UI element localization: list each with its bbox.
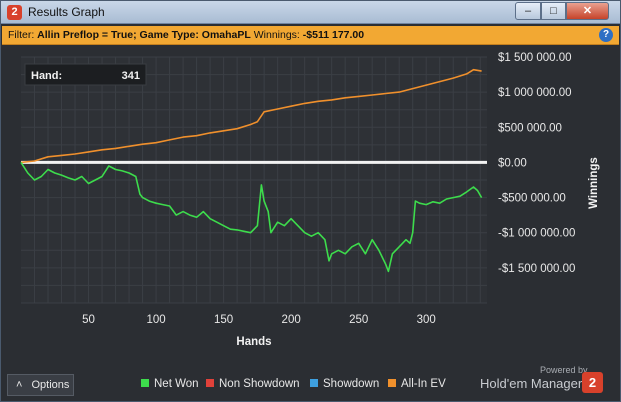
y-tick-label: -$500 000.00 (498, 193, 566, 205)
options-label: Options (31, 379, 70, 391)
legend-swatch-non-showdown (206, 379, 214, 387)
x-tick-label: 100 (146, 314, 165, 326)
legend-all-in-ev[interactable]: All-In EV (388, 378, 446, 390)
legend-label: All-In EV (401, 378, 446, 390)
app-logo-icon: 2 (7, 5, 22, 20)
legend-net-won[interactable]: Net Won (141, 378, 199, 390)
legend-showdown[interactable]: Showdown (310, 378, 379, 390)
options-button[interactable]: ˄ Options (7, 374, 74, 396)
bottom-bar: ˄ Options Net Won Non Showdown Showdown … (2, 365, 619, 401)
filter-bar: Filter: Allin Preflop = True; Game Type:… (2, 26, 619, 45)
x-tick-label: 200 (282, 314, 301, 326)
hand-tooltip: Hand: 341 (24, 63, 147, 86)
help-icon[interactable]: ? (599, 28, 613, 42)
legend-swatch-all-in-ev (388, 379, 396, 387)
winnings-label: Winnings: (253, 29, 300, 41)
x-tick-label: 50 (82, 314, 95, 326)
y-tick-label: $1 500 000.00 (498, 52, 572, 64)
brand-name: Hold'em Manager (480, 376, 583, 391)
minimize-button[interactable]: – (515, 2, 541, 20)
x-axis-label: Hands (236, 336, 271, 348)
series-lines (20, 68, 483, 273)
legend-swatch-showdown (310, 379, 318, 387)
legend-label: Non Showdown (219, 378, 300, 390)
y-tick-label: $1 000 000.00 (498, 87, 572, 99)
close-button[interactable]: ✕ (566, 2, 609, 20)
title-bar[interactable]: 2 Results Graph – □ ✕ (1, 1, 620, 24)
tooltip-hand-value: 341 (122, 70, 140, 82)
y-axis-ticks: $1 500 000.00 $1 000 000.00 $500 000.00 $0.… (498, 52, 575, 275)
winnings-value: -$511 177.00 (302, 29, 365, 41)
series-line-all-in-ev (20, 68, 482, 164)
series-line-net-won (20, 161, 483, 273)
tooltip-hand-label: Hand: (31, 70, 62, 82)
maximize-button[interactable]: □ (541, 2, 566, 20)
window-title: Results Graph (28, 5, 105, 19)
x-tick-label: 250 (349, 314, 368, 326)
y-tick-label: -$1 500 000.00 (498, 263, 575, 275)
x-tick-label: 300 (417, 314, 436, 326)
filter-label: Filter: (8, 29, 35, 41)
y-axis-label: Winnings (588, 157, 600, 209)
brand-logo-icon: 2 (582, 372, 603, 393)
x-axis-ticks: 50 100 150 200 250 300 (82, 314, 436, 326)
y-tick-label: -$1 000 000.00 (498, 228, 575, 240)
filter-criteria: Allin Preflop = True; Game Type: OmahaPL (37, 29, 251, 41)
x-tick-label: 150 (214, 314, 233, 326)
legend-label: Net Won (154, 378, 199, 390)
filter-summary: Filter: Allin Preflop = True; Game Type:… (8, 29, 364, 41)
legend-swatch-net-won (141, 379, 149, 387)
y-tick-label: $500 000.00 (498, 122, 562, 134)
grid-lines (21, 56, 487, 304)
y-tick-label: $0.00 (498, 157, 527, 169)
results-chart[interactable]: 50 100 150 200 250 300 $1 500 000.00 $1 000 00… (1, 47, 620, 367)
legend-label: Showdown (323, 378, 380, 390)
chevron-up-icon: ˄ (16, 379, 23, 391)
legend-non-showdown[interactable]: Non Showdown (206, 378, 300, 390)
powered-by-text: Powered by (540, 365, 588, 375)
